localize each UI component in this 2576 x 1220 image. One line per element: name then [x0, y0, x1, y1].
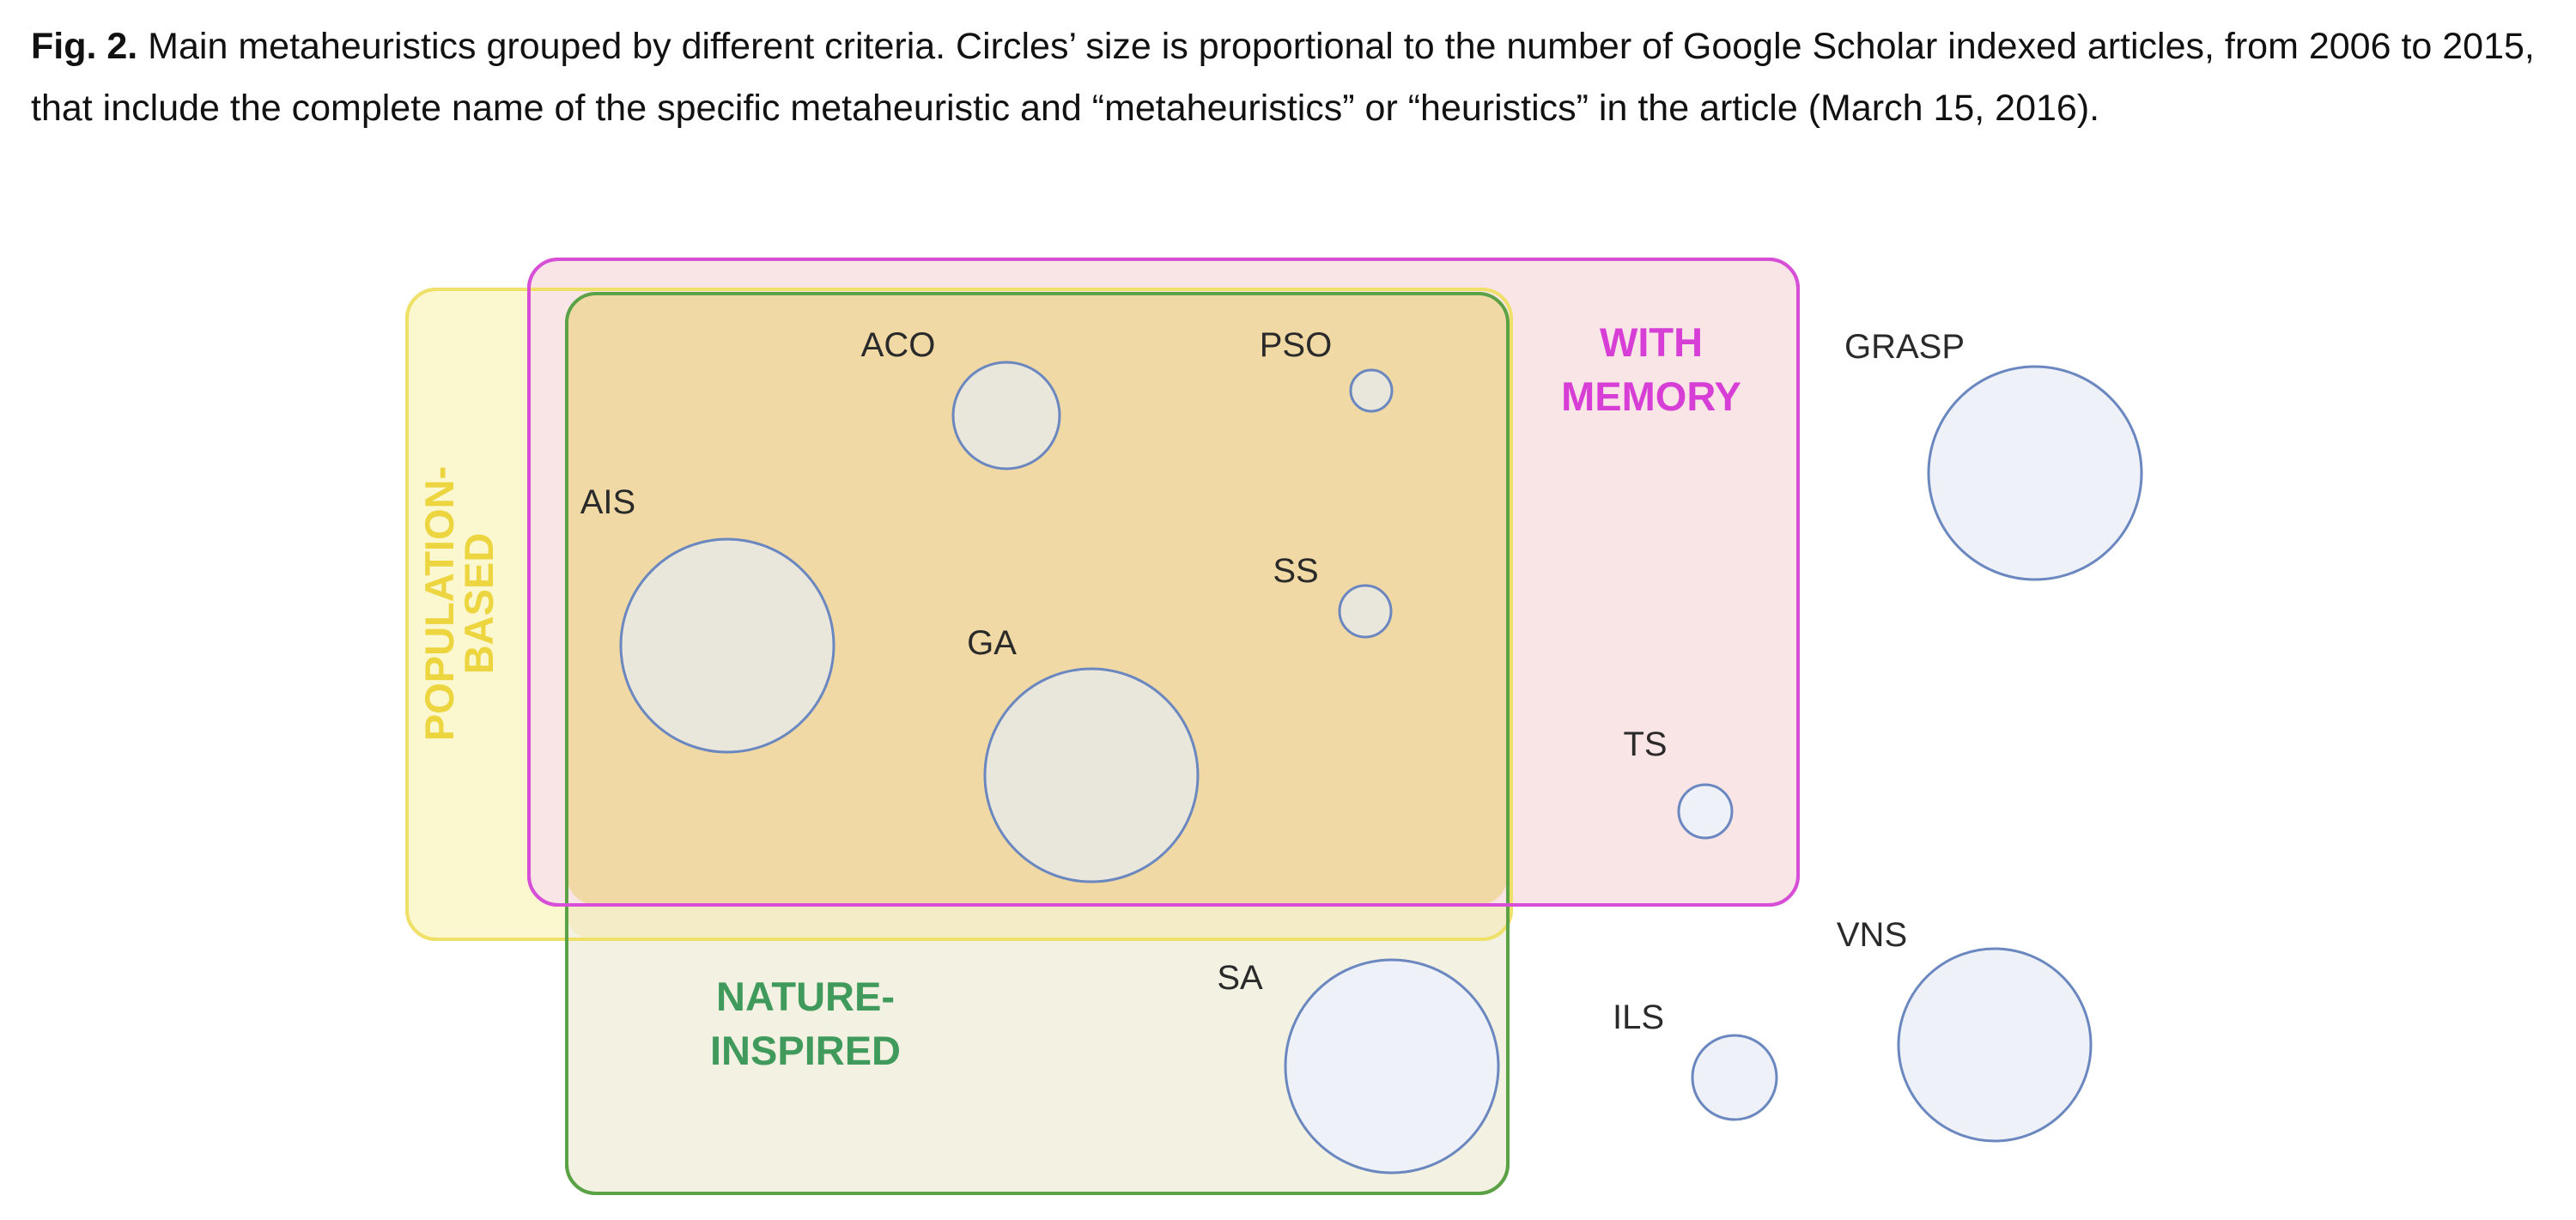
nature-inspired-outline	[565, 292, 1510, 1195]
figure-caption: Fig. 2. Main metaheuristics grouped by d…	[31, 15, 2555, 139]
sa-circle	[1284, 958, 1500, 1174]
nature-inspired-label-line2: INSPIRED	[710, 1028, 901, 1073]
ais-label: AIS	[580, 483, 635, 521]
vns-circle	[1897, 947, 2093, 1143]
with-memory-label-line1: WITH	[1600, 319, 1703, 365]
ts-circle	[1677, 783, 1734, 840]
pso-circle	[1349, 368, 1394, 413]
ils-label: ILS	[1613, 998, 1664, 1036]
vns-label: VNS	[1837, 916, 1907, 954]
ga-circle	[983, 667, 1200, 883]
ils-circle	[1691, 1034, 1778, 1121]
ss-label: SS	[1273, 552, 1318, 590]
figure-label: Fig. 2.	[31, 26, 138, 67]
population-based-label-line2: BASED	[456, 533, 501, 675]
nature-inspired-label: NATURE- INSPIRED	[710, 974, 901, 1073]
with-memory-label-line2: MEMORY	[1561, 373, 1741, 419]
aco-circle	[951, 361, 1061, 470]
population-based-label: POPULATION-BASED	[416, 466, 501, 741]
ais-circle	[619, 537, 835, 754]
pop-nature-overlap	[567, 905, 1508, 939]
sa-label: SA	[1217, 959, 1263, 997]
population-based-label-line1: POPULATION-	[416, 466, 462, 741]
population-based-outline	[405, 288, 1513, 941]
ss-circle	[1338, 584, 1393, 639]
figure-caption-text: Main metaheuristics grouped by different…	[31, 26, 2535, 129]
with-memory-outline	[527, 258, 1800, 907]
ts-label: TS	[1623, 725, 1667, 763]
pop-nature-memory-overlap	[567, 294, 1508, 905]
grasp-circle	[1927, 365, 2143, 581]
aco-label: ACO	[861, 326, 936, 364]
pso-label: PSO	[1260, 326, 1332, 364]
grasp-label: GRASP	[1844, 328, 1965, 366]
nature-inspired-label-line1: NATURE-	[716, 974, 895, 1019]
with-memory-label: WITH MEMORY	[1561, 319, 1741, 419]
ga-label: GA	[967, 624, 1017, 662]
